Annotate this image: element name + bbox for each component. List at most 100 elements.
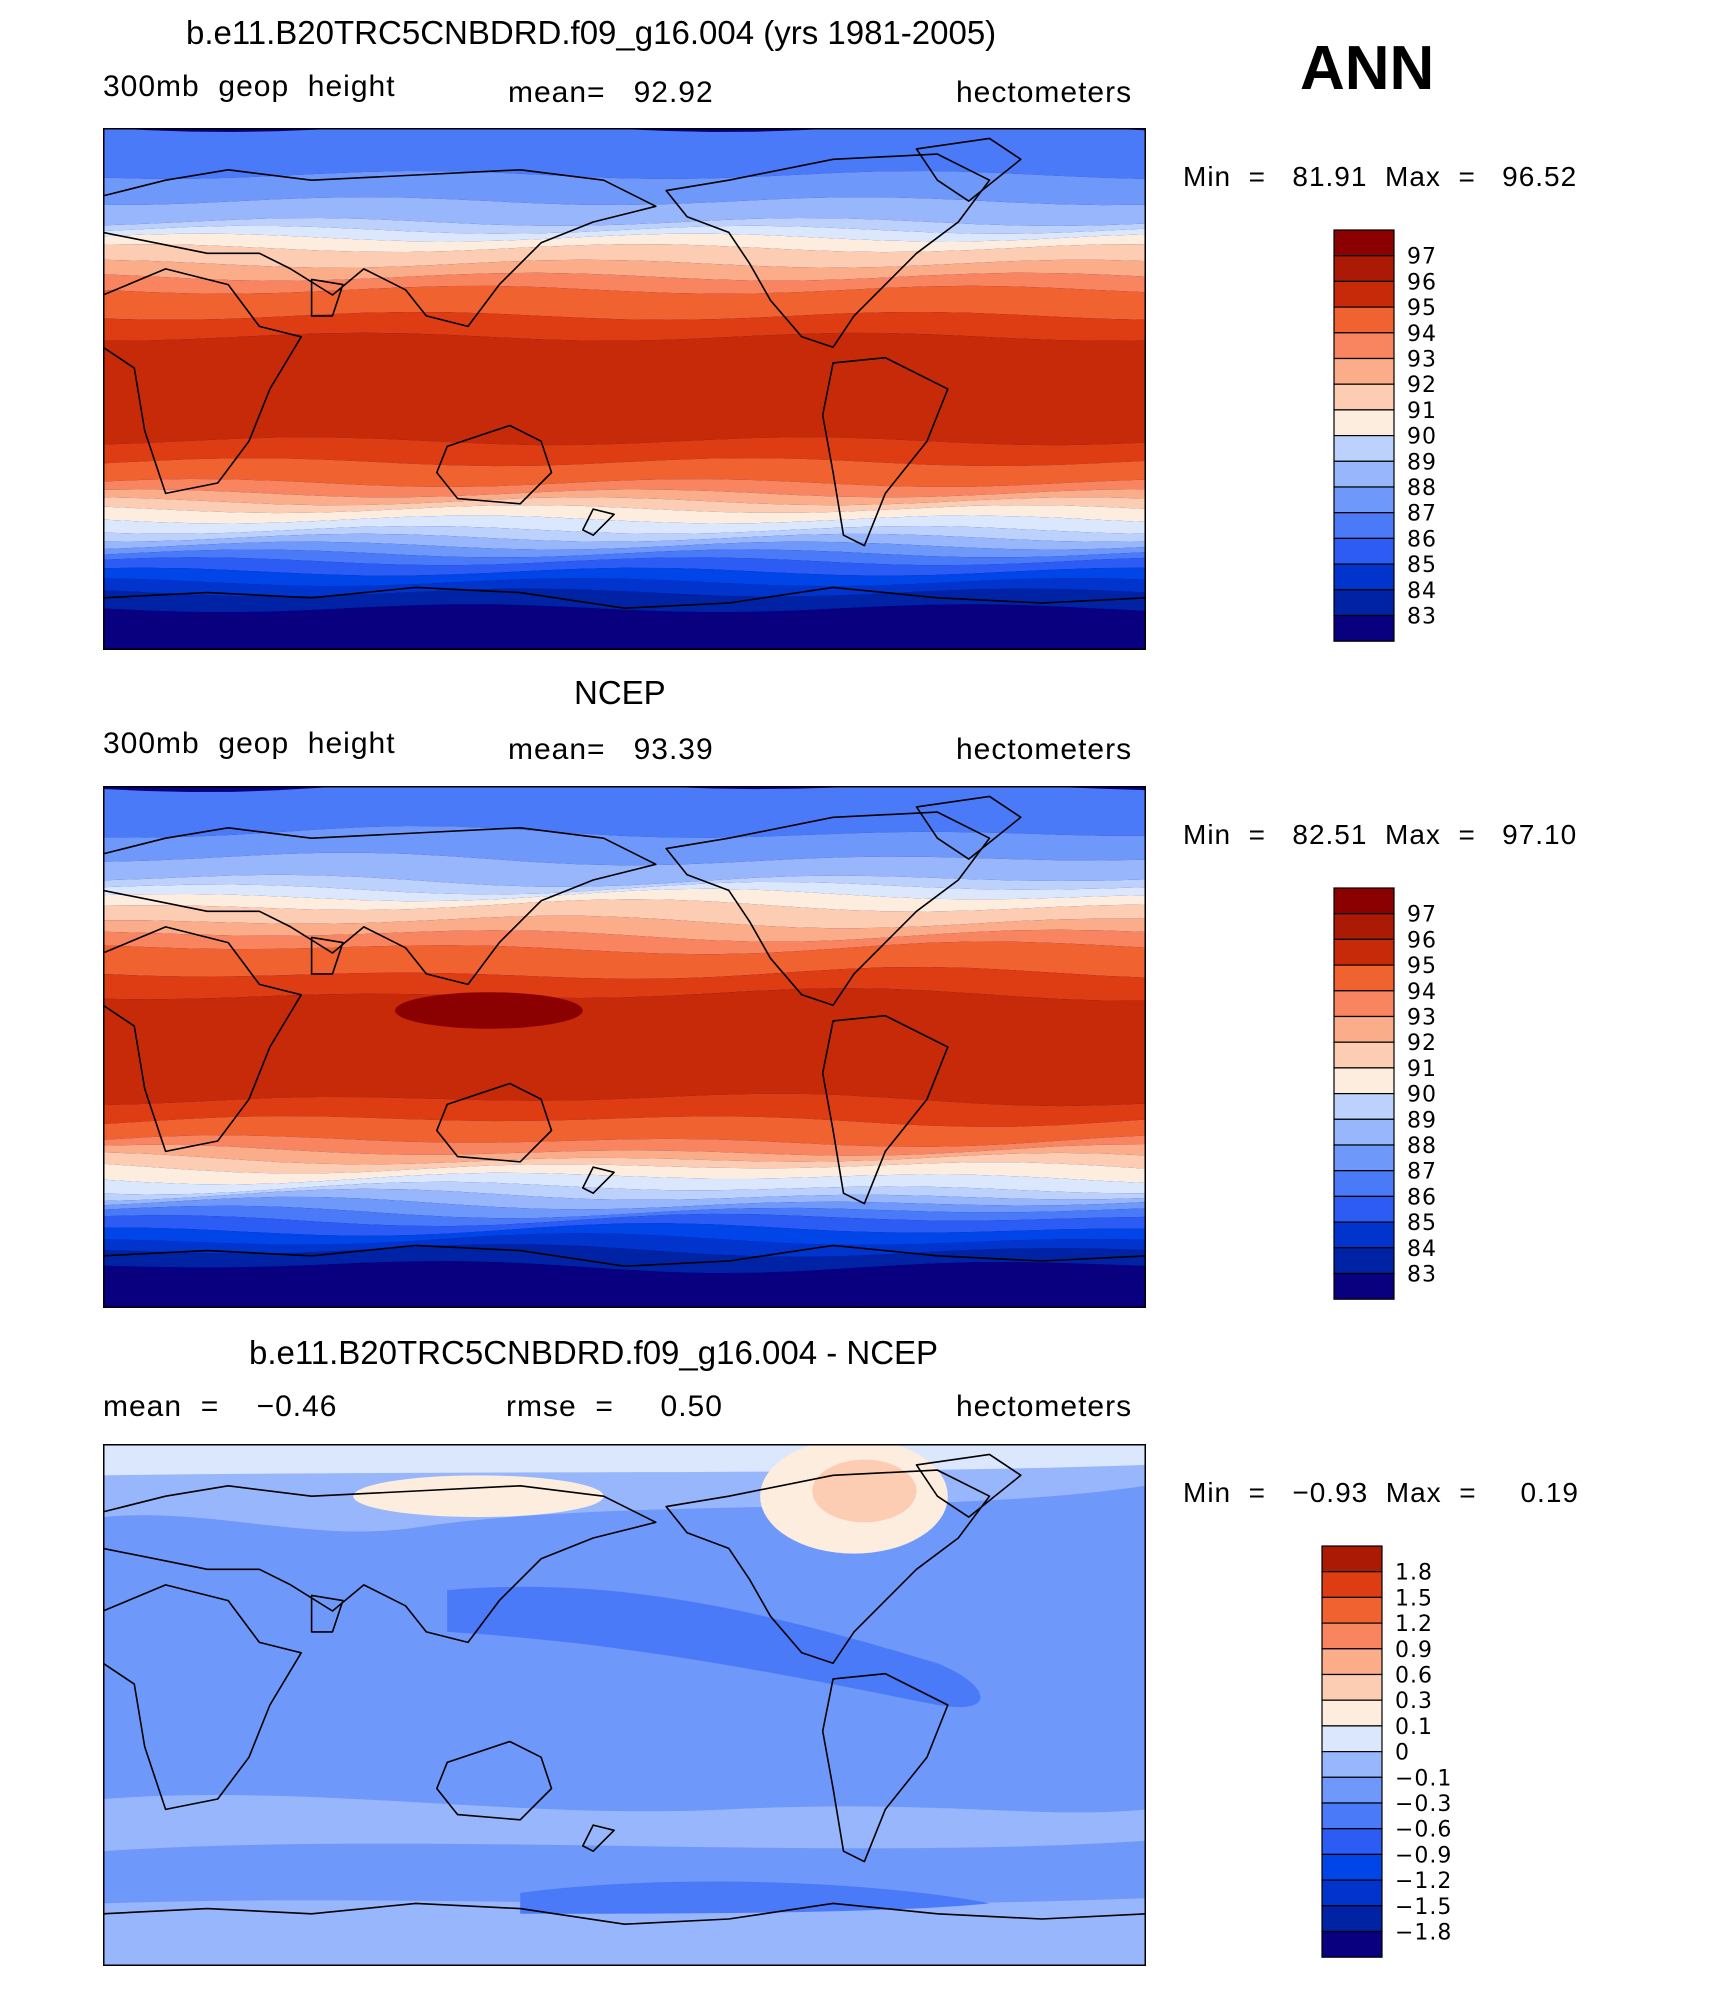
colorbar-swatch <box>1333 537 1395 565</box>
colorbar-swatch <box>1333 563 1395 591</box>
colorbar-swatch <box>1333 887 1395 915</box>
colorbar-swatch <box>1333 1041 1395 1069</box>
colorbar-tick-label: 0.6 <box>1395 1664 1433 1689</box>
colorbar-tick-label: 84 <box>1407 579 1437 604</box>
colorbar-swatch <box>1333 1093 1395 1120</box>
colorbar-swatch <box>1333 409 1395 437</box>
colorbar-tick-label: −0.3 <box>1395 1792 1452 1817</box>
panel2-mean-label: mean= 93.39 <box>508 733 714 766</box>
colorbar-swatch <box>1333 1221 1395 1249</box>
colorbar-swatch <box>1321 1905 1383 1933</box>
season-label: ANN <box>1300 34 1435 103</box>
colorbar-swatch <box>1321 1802 1383 1830</box>
colorbar-swatch <box>1321 1930 1383 1958</box>
colorbar-tick-label: −0.1 <box>1395 1766 1452 1791</box>
panel1-minmax: Min = 81.91 Max = 96.52 <box>1183 161 1578 192</box>
colorbar-swatch <box>1321 1545 1383 1573</box>
colorbar-swatch <box>1321 1751 1383 1778</box>
colorbar-tick-label: 96 <box>1407 928 1437 953</box>
colorbar-tick-label: 96 <box>1407 270 1437 295</box>
colorbar-tick-label: 83 <box>1407 605 1437 630</box>
colorbar-tick-label: 84 <box>1407 1237 1437 1262</box>
colorbar-tick-label: 0.9 <box>1395 1638 1433 1663</box>
colorbar-swatch <box>1333 1144 1395 1172</box>
panel2-units-label: hectometers <box>956 733 1133 766</box>
panel3-rmse-label: rmse = 0.50 <box>506 1390 723 1423</box>
colorbar-swatch <box>1321 1725 1383 1753</box>
colorbar-tick-label: 89 <box>1407 1108 1437 1133</box>
colorbar-swatch <box>1333 383 1395 411</box>
colorbar-model: 97 96 95 94 93 92 91 90 89 88 87 86 85 84 83 <box>1333 229 1503 649</box>
colorbar-swatch <box>1321 1648 1383 1676</box>
colorbar-swatch <box>1321 1622 1383 1650</box>
colorbar-tick-label: 90 <box>1407 425 1437 450</box>
colorbar-swatch <box>1333 1067 1395 1095</box>
colorbar-swatch <box>1333 938 1395 966</box>
panel3-mean-label: mean = −0.46 <box>103 1390 338 1423</box>
colorbar-swatch <box>1333 229 1395 257</box>
colorbar-swatch <box>1333 332 1395 360</box>
colorbar-swatch <box>1333 1170 1395 1198</box>
panel1-units-label: hectometers <box>956 76 1133 109</box>
colorbar-tick-label: 95 <box>1407 296 1437 321</box>
colorbar-tick-label: 88 <box>1407 476 1437 501</box>
colorbar-tick-label: 93 <box>1407 348 1437 373</box>
panel2-title: NCEP <box>574 674 666 711</box>
colorbar-swatch <box>1333 1118 1395 1146</box>
colorbar-tick-label: 91 <box>1407 1057 1437 1082</box>
panel1-variable-label: 300mb geop height <box>103 70 396 103</box>
colorbar-swatch <box>1321 1853 1383 1881</box>
colorbar-swatch <box>1333 486 1395 514</box>
panel2-variable-label: 300mb geop height <box>103 727 396 760</box>
colorbar-tick-label: 83 <box>1407 1263 1437 1288</box>
colorbar-swatch <box>1333 964 1395 992</box>
colorbar-tick-label: 94 <box>1407 980 1437 1005</box>
map-panel-difference <box>103 1444 1146 1966</box>
colorbar-tick-label: 85 <box>1407 1211 1437 1236</box>
panel3-minmax: Min = −0.93 Max = 0.19 <box>1183 1477 1579 1508</box>
colorbar-tick-label: 89 <box>1407 450 1437 475</box>
colorbar-tick-label: −0.6 <box>1395 1818 1452 1843</box>
colorbar-swatch <box>1333 460 1395 488</box>
colorbar-swatch <box>1333 1272 1395 1300</box>
colorbar-tick-label: 85 <box>1407 553 1437 578</box>
colorbar-swatch <box>1333 255 1395 283</box>
colorbar-tick-label: 0 <box>1395 1741 1410 1766</box>
colorbar-swatch <box>1321 1596 1383 1624</box>
colorbar-tick-label: 87 <box>1407 502 1437 527</box>
colorbar-difference: 1.8 1.5 1.2 0.9 0.6 0.3 0.1 0 −0.1 −0.3 −0.6 −0.9 −1… <box>1321 1545 1491 1965</box>
colorbar-tick-label: −1.2 <box>1395 1869 1452 1894</box>
map-panel-ncep <box>103 786 1146 1308</box>
colorbar-swatch <box>1321 1699 1383 1727</box>
colorbar-swatch <box>1333 1195 1395 1223</box>
colorbar-tick-label: 87 <box>1407 1160 1437 1185</box>
colorbar-tick-label: 91 <box>1407 399 1437 424</box>
colorbar-swatch <box>1333 614 1395 642</box>
colorbar-swatch <box>1333 306 1395 334</box>
colorbar-swatch <box>1321 1571 1383 1599</box>
colorbar-tick-label: 97 <box>1407 903 1437 928</box>
colorbar-tick-label: 86 <box>1407 1185 1437 1210</box>
panel3-title: b.e11.B20TRC5CNBDRD.f09_g16.004 - NCEP <box>249 1334 939 1371</box>
colorbar-tick-label: 94 <box>1407 322 1437 347</box>
colorbar-ncep: 97 96 95 94 93 92 91 90 89 88 87 86 85 84 83 <box>1333 887 1503 1307</box>
colorbar-swatch <box>1333 357 1395 385</box>
panel1-title: b.e11.B20TRC5CNBDRD.f09_g16.004 (yrs 198… <box>186 14 997 51</box>
colorbar-swatch <box>1333 913 1395 941</box>
colorbar-tick-label: 86 <box>1407 527 1437 552</box>
colorbar-tick-label: 92 <box>1407 1031 1437 1056</box>
colorbar-swatch <box>1333 1247 1395 1275</box>
colorbar-swatch <box>1333 280 1395 308</box>
colorbar-tick-label: 0.3 <box>1395 1689 1433 1714</box>
colorbar-swatch <box>1333 1015 1395 1043</box>
colorbar-tick-label: −1.8 <box>1395 1921 1452 1946</box>
colorbar-swatch <box>1333 589 1395 617</box>
colorbar-tick-label: 1.2 <box>1395 1612 1433 1637</box>
colorbar-swatch <box>1321 1828 1383 1856</box>
colorbar-swatch <box>1333 435 1395 462</box>
colorbar-tick-label: 97 <box>1407 245 1437 270</box>
colorbar-tick-label: 1.5 <box>1395 1586 1433 1611</box>
map-panel-model <box>103 128 1146 650</box>
colorbar-tick-label: 95 <box>1407 954 1437 979</box>
colorbar-swatch <box>1333 990 1395 1018</box>
